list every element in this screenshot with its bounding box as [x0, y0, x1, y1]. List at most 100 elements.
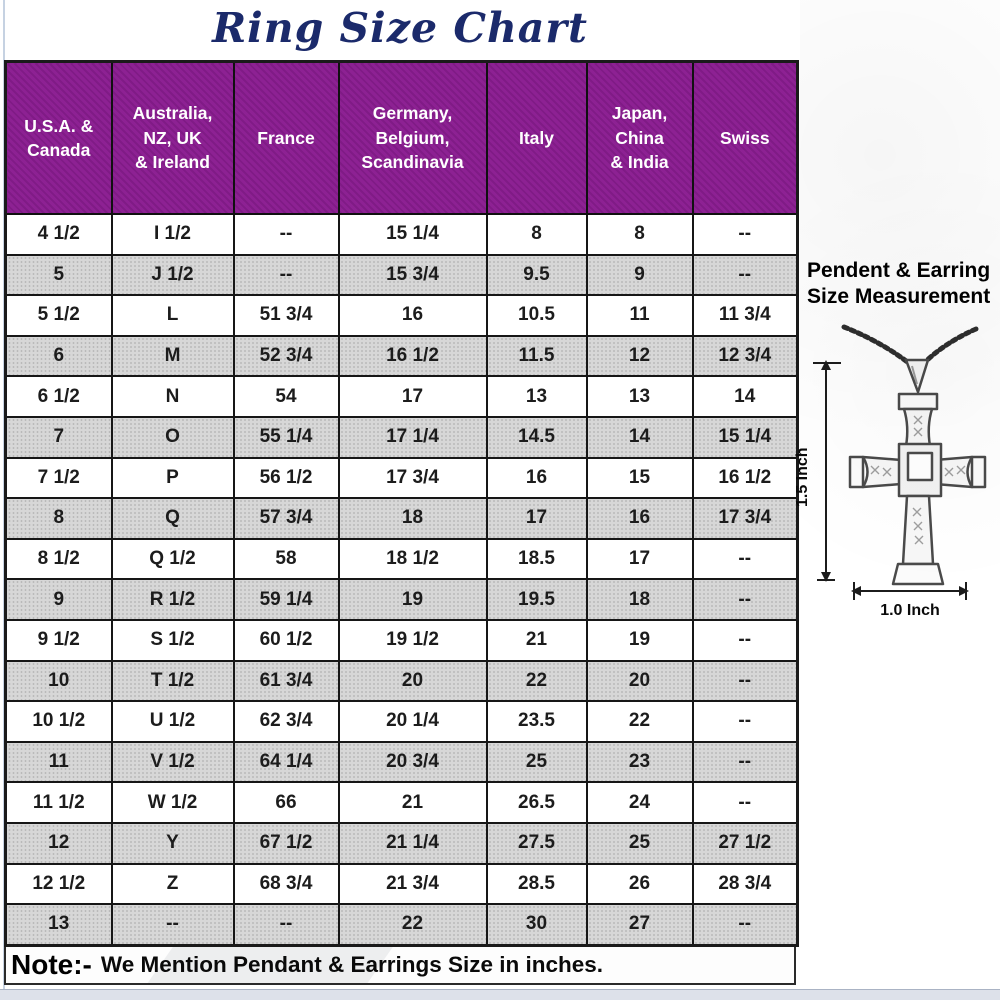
table-cell: -- — [691, 253, 799, 297]
note-label: Note:- — [11, 948, 92, 980]
table-cell: 21 — [337, 781, 488, 824]
table-cell: 26 — [585, 862, 694, 906]
table-cell: Q 1/2 — [110, 537, 235, 581]
table-cell: 22 — [585, 700, 694, 743]
table-cell: 11 — [4, 740, 113, 784]
col-header-japan-china-india: Japan, China & India — [585, 60, 694, 215]
table-row: 10 T 1/2 61 3/4 20 22 20 -- — [4, 659, 799, 703]
table-cell: 7 1/2 — [4, 456, 113, 500]
table-cell: 16 — [585, 497, 694, 540]
table-cell: 5 — [4, 253, 113, 297]
table-cell: 5 1/2 — [4, 294, 113, 337]
table-cell: 9.5 — [485, 253, 588, 297]
pendant-bail-icon — [904, 358, 930, 396]
table-row: 11 V 1/2 64 1/4 20 3/4 25 23 -- — [4, 740, 799, 784]
col-header-france: France — [232, 60, 340, 215]
table-cell: 12 — [585, 334, 694, 378]
table-cell: 15 — [585, 456, 694, 500]
table-cell: 27 1/2 — [691, 821, 799, 865]
table-cell: -- — [110, 903, 235, 947]
table-cell: 8 — [485, 213, 588, 256]
side-panel-heading-line1: Pendent & Earring — [807, 259, 991, 282]
table-cell: 9 1/2 — [4, 618, 113, 662]
width-dimension — [851, 582, 969, 600]
table-cell: J 1/2 — [110, 253, 235, 297]
col-header-italy: Italy — [485, 60, 588, 215]
table-row: 11 1/2 W 1/2 66 21 26.5 24 -- — [4, 781, 799, 824]
table-cell: 11.5 — [485, 334, 588, 378]
table-cell: -- — [691, 537, 799, 581]
table-cell: 15 1/4 — [337, 213, 488, 256]
table-cell: 14.5 — [485, 415, 588, 459]
table-cell: -- — [691, 578, 799, 621]
table-cell: 55 1/4 — [232, 415, 340, 459]
table-cell: 62 3/4 — [232, 700, 340, 743]
table-row: 12 Y 67 1/2 21 1/4 27.5 25 27 1/2 — [4, 821, 799, 865]
table-cell: 16 — [485, 456, 588, 500]
table-cell: 17 3/4 — [337, 456, 488, 500]
table-cell: 59 1/4 — [232, 578, 340, 621]
table-cell: 51 3/4 — [232, 294, 340, 337]
table-cell: 7 — [4, 415, 113, 459]
table-cell: 60 1/2 — [232, 618, 340, 662]
table-cell: 22 — [485, 659, 588, 703]
table-cell: 68 3/4 — [232, 862, 340, 906]
necklace-chain-icon — [841, 324, 979, 367]
table-cell: 56 1/2 — [232, 456, 340, 500]
table-cell: 64 1/4 — [232, 740, 340, 784]
table-cell: 6 — [4, 334, 113, 378]
table-row: 7 1/2 P 56 1/2 17 3/4 16 15 16 1/2 — [4, 456, 799, 500]
table-row: 8 Q 57 3/4 18 17 16 17 3/4 — [4, 497, 799, 540]
note-bar: Note:- We Mention Pendant & Earrings Siz… — [4, 946, 796, 985]
table-cell: 11 3/4 — [691, 294, 799, 337]
table-cell: 16 — [337, 294, 488, 337]
table-row: 10 1/2 U 1/2 62 3/4 20 1/4 23.5 22 -- — [4, 700, 799, 743]
ring-size-table-wrap: U.S.A. & Canada Australia, NZ, UK & Irel… — [4, 60, 799, 985]
col-header-swiss: Swiss — [691, 60, 799, 215]
table-cell: -- — [691, 659, 799, 703]
table-cell: 22 — [337, 903, 488, 947]
table-cell: N — [110, 375, 235, 418]
table-cell: 11 1/2 — [4, 781, 113, 824]
table-row: 6 M 52 3/4 16 1/2 11.5 12 12 3/4 — [4, 334, 799, 378]
table-row: 5 1/2 L 51 3/4 16 10.5 11 11 3/4 — [4, 294, 799, 337]
table-cell: 27 — [585, 903, 694, 947]
table-cell: 17 — [585, 537, 694, 581]
table-cell: 21 — [485, 618, 588, 662]
col-header-usa-canada: U.S.A. & Canada — [4, 60, 113, 215]
table-cell: 57 3/4 — [232, 497, 340, 540]
table-cell: 12 3/4 — [691, 334, 799, 378]
note-text: We Mention Pendant & Earrings Size in in… — [100, 951, 604, 977]
table-cell: 28.5 — [485, 862, 588, 906]
table-cell: 12 1/2 — [4, 862, 113, 906]
table-row: 4 1/2 I 1/2 -- 15 1/4 8 8 -- — [4, 213, 799, 256]
table-cell: 27.5 — [485, 821, 588, 865]
table-cell: 18 — [585, 578, 694, 621]
table-cell: P — [110, 456, 235, 500]
table-cell: V 1/2 — [110, 740, 235, 784]
table-cell: -- — [691, 903, 799, 947]
side-panel-heading: Pendent & Earring Size Measurement — [807, 258, 1000, 311]
table-cell: 19 — [337, 578, 488, 621]
table-cell: 10 1/2 — [4, 700, 113, 743]
table-cell: 67 1/2 — [232, 821, 340, 865]
table-cell: 4 1/2 — [4, 213, 113, 256]
table-cell: S 1/2 — [110, 618, 235, 662]
table-cell: 23 — [585, 740, 694, 784]
header-row: U.S.A. & Canada Australia, NZ, UK & Irel… — [4, 60, 799, 215]
table-cell: 26.5 — [485, 781, 588, 824]
table-cell: -- — [691, 213, 799, 256]
table-cell: 66 — [232, 781, 340, 824]
height-dimension-label: 1.5 Inch — [795, 447, 811, 507]
page-title: Ring Size Chart — [212, 4, 588, 52]
table-cell: 18 1/2 — [337, 537, 488, 581]
table-cell: 21 1/4 — [337, 821, 488, 865]
cross-texture — [870, 415, 966, 545]
table-cell: 15 3/4 — [337, 253, 488, 297]
table-cell: -- — [691, 781, 799, 824]
height-dimension — [813, 360, 841, 582]
table-cell: 8 — [4, 497, 113, 540]
table-row: 13 -- -- 22 30 27 -- — [4, 903, 799, 947]
table-cell: 18.5 — [485, 537, 588, 581]
